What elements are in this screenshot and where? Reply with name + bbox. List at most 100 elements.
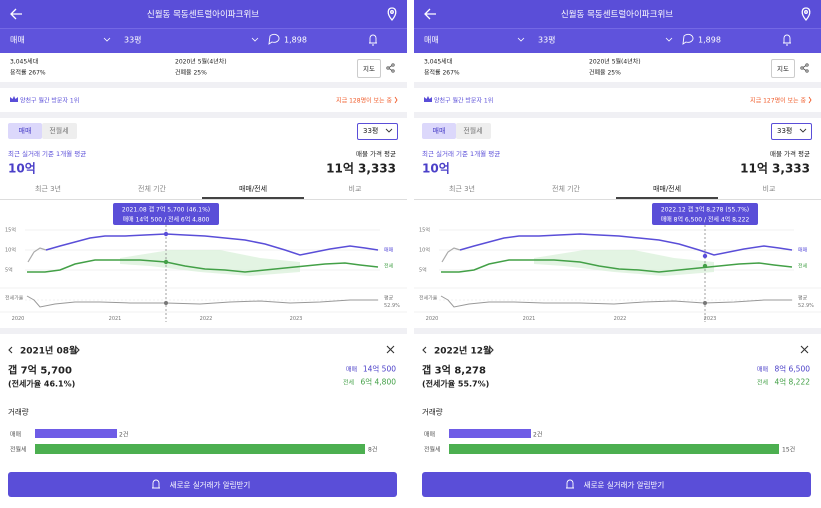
cta-button[interactable] [422, 472, 811, 497]
volume-count: 8건 [368, 446, 378, 454]
floor-area-ratio: 용적률 267% [10, 69, 46, 77]
avg-label: 평균 [798, 295, 808, 302]
period-tab[interactable]: 매매/전세 [652, 185, 682, 193]
avg-value: 52.9% [798, 303, 814, 309]
volume-bar [35, 429, 117, 438]
period-tab-underline [202, 197, 304, 199]
period-tab[interactable]: 비교 [762, 185, 776, 193]
jeonse-value: 4억 8,222 [774, 377, 810, 387]
ratio-line [440, 295, 792, 308]
listing-value: 11억 3,333 [740, 161, 810, 176]
sale-value: 8억 6,500 [774, 364, 810, 374]
sale-label: 매매 [756, 366, 768, 374]
tooltip-line: 매매 14억 500 / 전세 6억 4,800 [122, 216, 210, 224]
y-label: 전세가율 [419, 295, 438, 302]
header-bar [414, 0, 821, 28]
x-label: 2020 [425, 316, 439, 322]
size-filter-select[interactable]: 33평 [124, 35, 142, 45]
size-select-box[interactable] [357, 123, 398, 140]
deal-tab[interactable] [42, 123, 77, 139]
jeonse-label: 전세 [756, 379, 768, 387]
tooltip-line: 2022.12 갭 3억 8,278 (55.7%) [660, 206, 750, 214]
x-label: 2022 [613, 316, 627, 322]
app-panel: 신월동 목동센트럴아이파크위브 매매 33평 1,898 3,045세대 용적률 267%… [414, 0, 821, 508]
cta-label[interactable]: 새로운 실거래가 알림받기 [169, 480, 251, 490]
map-button-label[interactable]: 지도 [777, 65, 789, 73]
deal-tab-label[interactable]: 전월세 [49, 127, 69, 135]
cursor-dot [163, 231, 169, 237]
deal-tab-active[interactable] [422, 123, 456, 139]
households: 3,045세대 [10, 58, 39, 66]
divider [414, 82, 821, 88]
icons [10, 7, 397, 46]
deal-tab[interactable] [456, 123, 491, 139]
period-tab[interactable]: 비교 [348, 185, 362, 193]
y-label: 전세가율 [5, 295, 24, 302]
size-filter-select[interactable]: 33평 [538, 35, 556, 45]
tooltip-line: 2021.08 갭 7억 5,700 (46.1%) [121, 206, 211, 214]
period-tab[interactable]: 매매/전세 [238, 185, 268, 193]
icons [8, 63, 398, 354]
volume-label: 매매 [424, 431, 436, 439]
listing-value: 11억 3,333 [326, 161, 396, 176]
viewer-count[interactable]: 지금 128명이 보는 중 [336, 97, 392, 105]
divider [414, 328, 821, 334]
crown-icon [10, 96, 18, 102]
bell-icon [566, 479, 574, 489]
trade-type-select[interactable]: 매매 [424, 35, 439, 45]
volume-title: 거래량 [8, 407, 29, 417]
viewer-count[interactable]: 지금 127명이 보는 중 [750, 97, 806, 105]
size-select[interactable]: 33평 [777, 127, 793, 135]
range-band [534, 250, 714, 276]
divider [0, 112, 407, 118]
deal-tab-label[interactable]: 전월세 [463, 127, 483, 135]
cursor-dot [164, 301, 168, 305]
jeonse-line [27, 259, 379, 273]
tooltip-box [652, 203, 758, 225]
period-tab[interactable]: 전체 기간 [552, 185, 580, 193]
series-label: 매매 [384, 247, 394, 254]
jeonse-line [441, 259, 793, 273]
size-select[interactable]: 33평 [363, 127, 379, 135]
size-select-box[interactable] [771, 123, 812, 140]
sale-label: 매매 [345, 366, 357, 374]
map-button-label[interactable]: 지도 [363, 65, 375, 73]
series-label: 전세 [384, 263, 394, 270]
listing-label: 매물 가격 평균 [769, 150, 810, 158]
period-tab[interactable]: 최근 3년 [449, 185, 475, 193]
volume-bar [449, 429, 531, 438]
jeonse-label: 전세 [342, 379, 354, 387]
comment-count[interactable]: 1,898 [698, 35, 721, 45]
y-label: 10억 [5, 247, 16, 254]
tooltip-line: 매매 8억 6,500 / 전세 4억 8,222 [660, 216, 750, 224]
series-label: 매매 [798, 247, 808, 254]
map-button[interactable] [771, 59, 795, 78]
gap-value: 갭 7억 5,700 [8, 365, 72, 377]
period-tab[interactable]: 최근 3년 [35, 185, 61, 193]
cursor-dot [702, 253, 708, 259]
y-label: 10억 [419, 247, 430, 254]
coverage-ratio: 건폐율 25% [589, 69, 621, 77]
map-button[interactable] [357, 59, 381, 78]
filter-bar [0, 28, 407, 53]
cursor-dot [702, 263, 708, 269]
built-date: 2020년 5월(4년차) [589, 58, 641, 66]
trade-type-select[interactable]: 매매 [10, 35, 25, 45]
filter-bar [414, 28, 821, 53]
comment-count[interactable]: 1,898 [284, 35, 307, 45]
jeonse-ratio: (전세가율 55.7%) [422, 379, 490, 389]
deal-tab-label[interactable]: 매매 [432, 127, 446, 135]
sale-line [45, 233, 379, 256]
series-label: 전세 [798, 263, 808, 270]
x-label: 2022 [199, 316, 213, 322]
deal-tab-label[interactable]: 매매 [18, 127, 32, 135]
period-tab[interactable]: 전체 기간 [138, 185, 166, 193]
cta-label[interactable]: 새로운 실거래가 알림받기 [583, 480, 665, 490]
y-label: 15억 [5, 227, 16, 234]
x-label: 2021 [522, 316, 536, 322]
cta-button[interactable] [8, 472, 397, 497]
avg-value: 52.9% [384, 303, 400, 309]
deal-tab-active[interactable] [8, 123, 42, 139]
recent-label: 최근 실거래 기준 1개월 평균 [8, 150, 87, 158]
